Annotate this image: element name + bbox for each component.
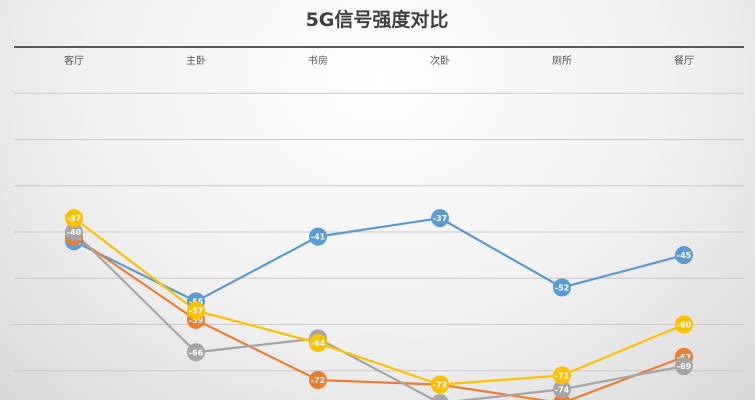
data-label: -64 <box>311 339 326 348</box>
data-point <box>65 209 83 228</box>
chart-title: 5G信号强度对比 <box>306 8 449 31</box>
category-label: 次卧 <box>430 54 450 67</box>
data-label: -52 <box>555 284 569 293</box>
series-lines <box>73 217 685 400</box>
data-point <box>553 380 571 399</box>
data-point <box>309 334 327 352</box>
category-label: 餐厅 <box>674 54 694 67</box>
data-label: -59 <box>189 316 204 325</box>
data-label: -45 <box>677 251 692 260</box>
data-label: -41 <box>311 233 326 242</box>
data-label: -74 <box>555 385 570 394</box>
data-point <box>675 315 693 334</box>
data-point <box>431 394 449 400</box>
data-point <box>431 375 449 394</box>
data-label: -37 <box>433 214 447 223</box>
series-line <box>73 231 685 400</box>
data-point <box>187 343 205 362</box>
category-label: 主卧 <box>186 54 206 67</box>
data-point <box>431 209 449 228</box>
category-label: 客厅 <box>64 54 84 67</box>
data-label: -57 <box>189 307 203 316</box>
data-point <box>675 246 693 265</box>
data-label: -60 <box>677 321 692 330</box>
data-label: -72 <box>311 376 325 385</box>
data-point <box>309 227 327 246</box>
data-points: -42-55-41-37-52-45-41-59-72-73-77-67-40-… <box>65 209 693 400</box>
data-point <box>65 223 83 241</box>
data-label: -40 <box>67 228 82 237</box>
series-line <box>73 235 685 400</box>
data-label: -66 <box>189 348 204 357</box>
series-line <box>73 217 685 303</box>
data-point <box>553 278 571 297</box>
data-point <box>553 366 571 385</box>
data-point <box>309 371 327 389</box>
gridlines <box>14 92 744 372</box>
data-point <box>187 301 205 320</box>
data-label: -71 <box>555 371 570 380</box>
data-label: -69 <box>677 362 692 371</box>
category-label: 厕所 <box>552 55 572 67</box>
category-label: 书房 <box>308 54 328 67</box>
data-label: -73 <box>433 381 447 390</box>
data-label: -37 <box>67 214 81 223</box>
data-point <box>675 357 693 376</box>
series-line <box>73 217 685 386</box>
category-labels: 客厅 主卧 书房 次卧 厕所 餐厅 <box>64 54 694 67</box>
